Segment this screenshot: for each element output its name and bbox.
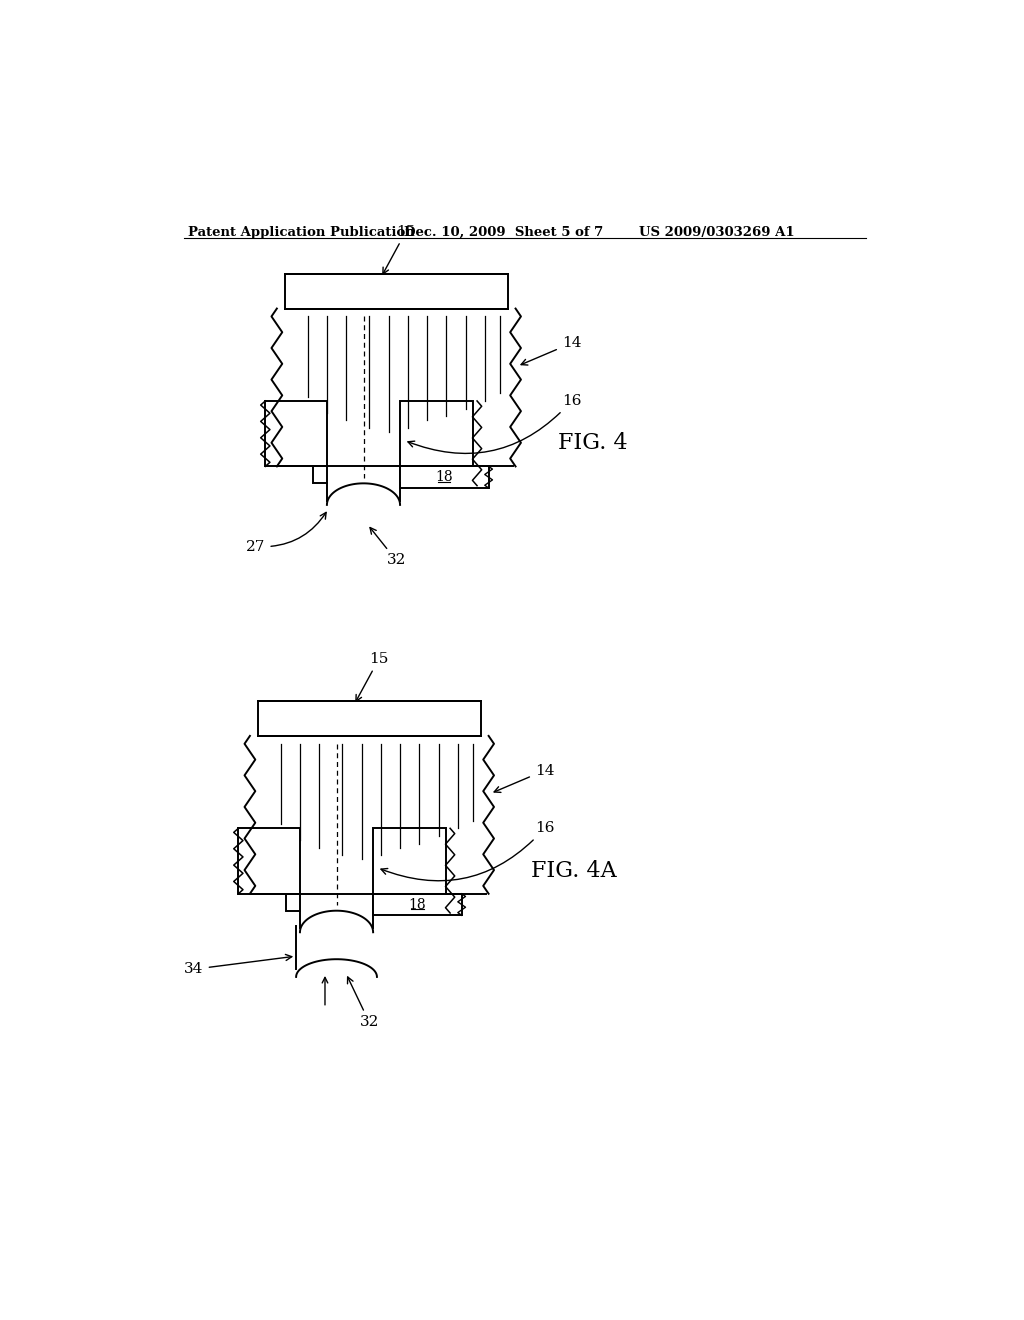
Text: 14: 14 (521, 337, 582, 366)
Text: 15: 15 (383, 224, 416, 275)
Bar (400, 401, 473, 466)
Bar (373, 894, 462, 915)
Text: 16: 16 (381, 821, 554, 880)
Text: FIG. 4: FIG. 4 (558, 433, 628, 454)
Bar (258, 701, 481, 737)
Bar (400, 466, 442, 486)
Text: 18: 18 (435, 470, 454, 484)
Bar (400, 466, 488, 488)
Text: FIG. 4A: FIG. 4A (531, 859, 616, 882)
Text: US 2009/0303269 A1: US 2009/0303269 A1 (639, 226, 795, 239)
Bar (313, 466, 327, 483)
Bar (373, 894, 416, 913)
Text: 32: 32 (347, 977, 379, 1030)
Text: Patent Application Publication: Patent Application Publication (188, 226, 415, 239)
Text: Dec. 10, 2009  Sheet 5 of 7: Dec. 10, 2009 Sheet 5 of 7 (403, 226, 603, 239)
Bar (373, 829, 446, 894)
Text: 34: 34 (184, 954, 292, 977)
Bar (239, 829, 300, 894)
Text: 27: 27 (246, 512, 326, 553)
Text: 16: 16 (408, 393, 582, 454)
Bar (285, 275, 508, 309)
Bar (265, 401, 327, 466)
Text: 14: 14 (495, 763, 554, 792)
Bar (286, 894, 300, 911)
Text: 15: 15 (356, 652, 389, 701)
Text: 32: 32 (370, 528, 406, 568)
Text: 18: 18 (409, 898, 426, 912)
